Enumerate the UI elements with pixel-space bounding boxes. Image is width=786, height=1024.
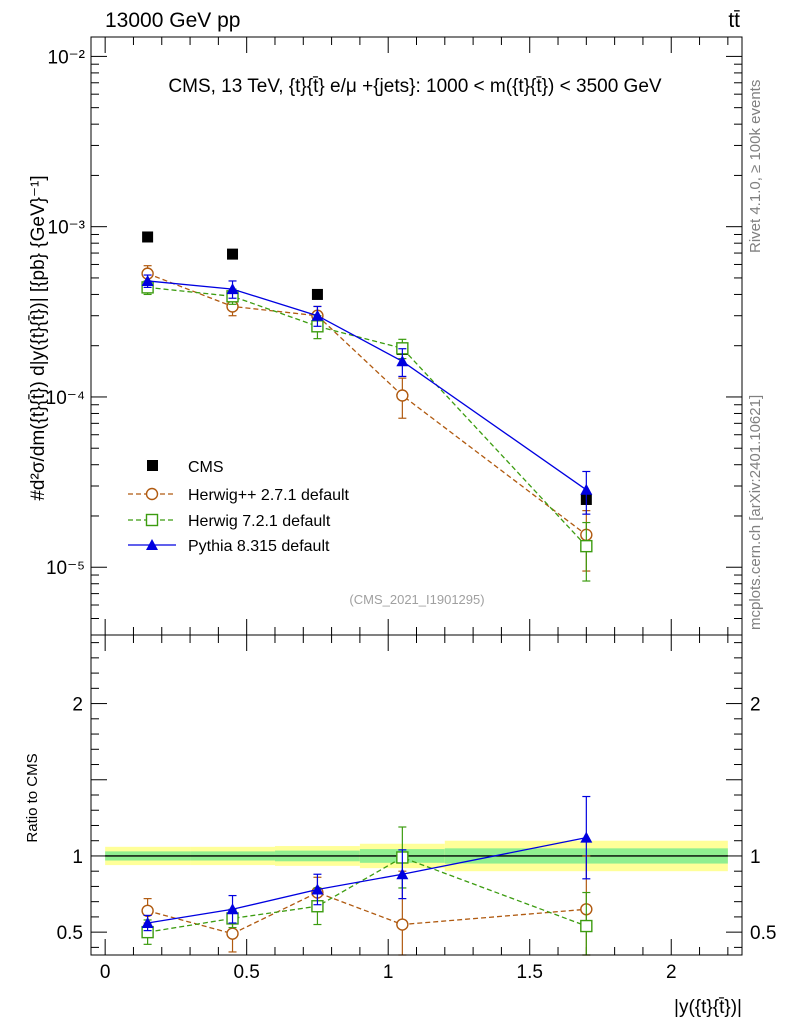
main-pythia-point <box>141 274 154 286</box>
y-tick-label: 10⁻⁴ <box>46 388 85 409</box>
x-axis-label: |y({t}{t̄})| <box>674 997 742 1018</box>
x-tick-label: 1 <box>383 962 394 983</box>
legend: CMS Herwig++ 2.7.1 default Herwig 7.2.1 … <box>128 459 350 555</box>
x-tick-label: 2 <box>666 962 677 983</box>
ratio-herwigpp-point <box>141 904 154 918</box>
ratio-ticks: 0.5 0.5 1 1 2 2 0 0.5 1 1.5 2 <box>57 635 776 983</box>
ratio-y-label: Ratio to CMS <box>24 753 41 842</box>
watermark: (CMS_2021_I1901295) <box>349 592 484 607</box>
ratio-y-tick-label-right: 2 <box>750 695 761 716</box>
ratio-herwigpp-point <box>226 927 239 940</box>
ratio-series <box>141 795 593 956</box>
x-tick-label: 1.5 <box>517 962 543 983</box>
ratio-y-tick-label-right: 0.5 <box>750 923 776 944</box>
main-panel: 10⁻⁵ 10⁻⁴ 10⁻³ 10⁻² CMS, 13 TeV, {t}{t̄} e/… <box>28 36 743 636</box>
legend-label-herwig7: Herwig 7.2.1 default <box>188 513 331 530</box>
ratio-y-tick-label: 1 <box>72 847 83 868</box>
main-pythia-point <box>226 283 239 295</box>
ratio-pythia-point <box>396 868 409 880</box>
main-herwig7-line <box>147 286 587 547</box>
ratio-pythia-point <box>311 883 324 895</box>
legend-entry-herwigpp: Herwig++ 2.7.1 default <box>128 487 350 504</box>
x-tick-label: 0.5 <box>233 962 259 983</box>
main-series <box>141 231 593 582</box>
ratio-pythia-point <box>580 831 593 843</box>
ratio-panel: 0.5 0.5 1 1 2 2 0 0.5 1 1.5 2 Ratio to CMS |y({t}{… <box>24 634 776 1018</box>
y-tick-label: 10⁻³ <box>48 218 86 239</box>
rivet-caption: Rivet 4.1.0, ≥ 100k events <box>747 80 764 253</box>
ratio-y-tick-label-right: 1 <box>750 847 761 868</box>
legend-entry-pythia: Pythia 8.315 default <box>128 538 330 555</box>
header-right: tt̄ <box>728 9 740 32</box>
main-herwig7-point <box>580 539 593 553</box>
legend-label-cms: CMS <box>188 459 224 476</box>
ratio-pythia-point <box>141 917 154 928</box>
main-pythia-point <box>311 309 324 321</box>
main-ticks: 10⁻⁵ 10⁻⁴ 10⁻³ 10⁻² <box>46 37 742 636</box>
legend-label-herwigpp: Herwig++ 2.7.1 default <box>188 487 350 504</box>
legend-label-pythia: Pythia 8.315 default <box>188 538 330 555</box>
ratio-bands <box>105 840 728 872</box>
mcplots-caption: mcplots.cern.ch [arXiv:2401.10621] <box>747 395 764 630</box>
ratio-y-tick-label: 2 <box>72 695 83 716</box>
header-left: 13000 GeV pp <box>105 9 240 32</box>
legend-entry-herwig7: Herwig 7.2.1 default <box>128 513 331 530</box>
y-tick-label: 10⁻² <box>48 47 86 68</box>
legend-entry-cms: CMS <box>147 459 224 476</box>
ratio-herwig7-point <box>580 919 593 933</box>
ratio-pythia-point <box>226 903 239 915</box>
main-herwigpp-point <box>396 389 409 402</box>
main-CMS-point <box>142 231 154 243</box>
main-pythia-point <box>396 355 409 367</box>
ratio-herwigpp-point <box>396 918 409 931</box>
x-tick-label: 0 <box>100 962 111 983</box>
y-tick-label: 10⁻⁵ <box>46 558 85 579</box>
ratio-frame <box>90 634 743 956</box>
main-CMS-point <box>227 248 239 260</box>
ratio-y-tick-label: 0.5 <box>57 923 83 944</box>
main-pythia-point <box>580 483 593 495</box>
main-CMS-point <box>311 288 323 300</box>
plot-title: CMS, 13 TeV, {t}{t̄} e/μ +{jets}: 1000 <… <box>168 76 661 97</box>
y-axis-label: #d²σ/dm({t}{t̄}) d|y({t}{t̄})| [{pb} {Ge… <box>28 175 49 500</box>
ratio-herwigpp-line <box>147 891 587 935</box>
